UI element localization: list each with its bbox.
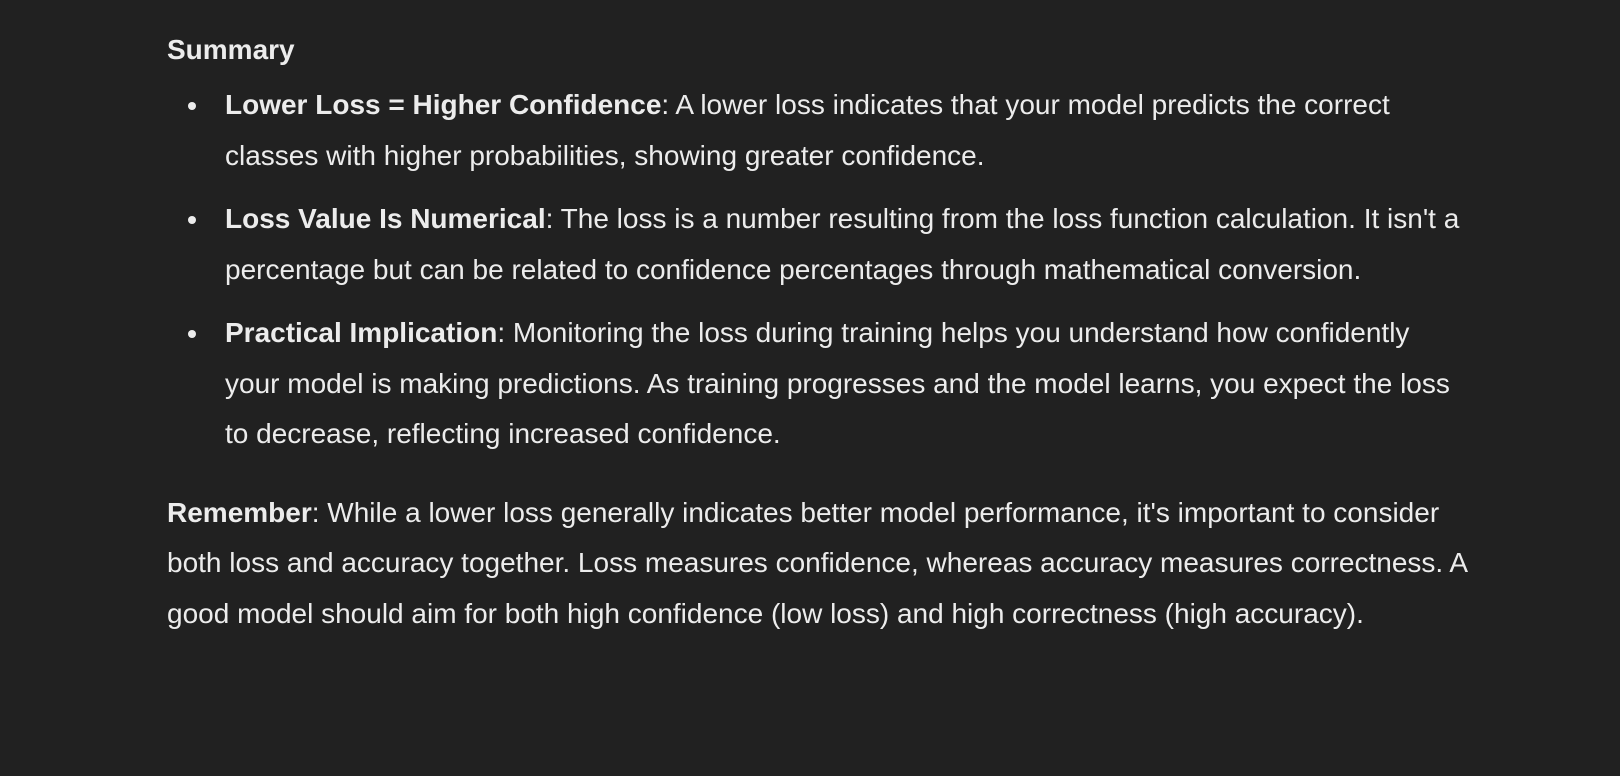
remember-paragraph: Remember: While a lower loss generally i… <box>167 488 1467 640</box>
bullet-icon <box>188 216 196 224</box>
list-item: Practical Implication: Monitoring the lo… <box>167 308 1467 460</box>
list-item: Lower Loss = Higher Confidence: A lower … <box>167 80 1467 181</box>
remember-text: : While a lower loss generally indicates… <box>167 496 1467 629</box>
bullet-text: : The loss is a number resulting from th… <box>225 203 1460 285</box>
bullet-text: : A lower loss indicates that your model… <box>225 89 1390 171</box>
bullet-text: : Monitoring the loss during training he… <box>225 317 1450 449</box>
summary-heading: Summary <box>167 34 295 65</box>
bullet-icon <box>188 330 196 338</box>
bullet-term: Practical Implication <box>225 317 498 348</box>
remember-term: Remember <box>167 496 312 528</box>
bullet-term: Lower Loss = Higher Confidence <box>225 89 662 120</box>
list-item: Loss Value Is Numerical: The loss is a n… <box>167 194 1467 295</box>
summary-list: Lower Loss = Higher Confidence: A lower … <box>167 80 1467 460</box>
bullet-term: Loss Value Is Numerical <box>225 203 546 234</box>
message-content: Summary Lower Loss = Higher Confidence: … <box>167 30 1467 639</box>
bullet-icon <box>188 102 196 110</box>
